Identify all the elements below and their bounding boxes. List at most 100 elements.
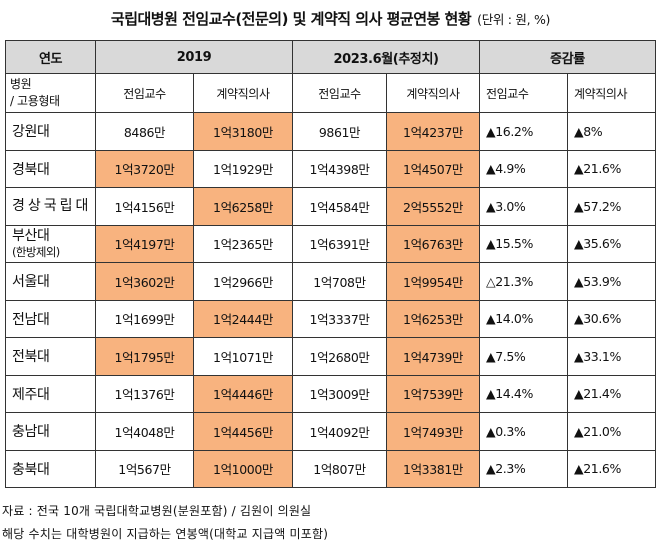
table-row: 경북대 1억3720만 1억1929만 1억4398만 1억4507만 ▲4.9% ▲21.… [5,149,656,188]
contract-2019-cell: 1억1000만 [193,449,293,488]
prof-2023-header: 전임교수 [292,73,387,113]
contract-2019-cell: 1억6258만 [193,187,293,226]
title-unit: (단위 : 원, %) [477,11,551,27]
hospital-name-cell: 전북대 [5,337,96,376]
prof-change-cell: ▲14.4% [479,374,568,413]
contract-2019-header: 계약직의사 [193,73,293,113]
contract-2019-cell: 1억4446만 [193,374,293,413]
contract-2023-cell: 1억4739만 [386,337,480,376]
table-row: 충남대 1억4048만 1억4456만 1억4092만 1억7493만 ▲0.3% ▲21.… [5,412,656,451]
prof-2023-cell: 1억807만 [292,449,387,488]
amount-note: 해당 수치는 대학병원이 지급하는 연봉액(대학교 지급액 미포함) [2,527,329,541]
prof-2019-cell: 8486만 [95,112,194,151]
change-header: 증감률 [479,40,656,74]
prof-2019-cell: 1억1795만 [95,337,194,376]
hospital-name-cell: 부산대 (한방제외) [5,224,96,263]
prof-change-cell: ▲4.9% [479,149,568,188]
period-2023-header: 2023.6월(추정치) [292,40,480,74]
table-row: 전북대 1억1795만 1억1071만 1억2680만 1억4739만 ▲7.5% ▲33.… [5,337,656,376]
contract-change-cell: ▲21.6% [567,449,656,488]
hospital-name-cell: 전남대 [5,299,96,338]
prof-change-header: 전임교수 [479,73,568,113]
contract-change-cell: ▲53.9% [567,262,656,301]
prof-2023-cell: 1억3009만 [292,374,387,413]
contract-2023-cell: 1억6253만 [386,299,480,338]
table-row: 경상국립대 1억4156만 1억6258만 1억4584만 2억5552만 ▲3.0% ▲5… [5,187,656,226]
salary-table: 연도 2019 2023.6월(추정치) 증감률 병원 / 고용형태 전임교수 … [5,40,656,488]
contract-change-cell: ▲8% [567,112,656,151]
contract-2019-cell: 1억1929만 [193,149,293,188]
contract-2023-cell: 1억7493만 [386,412,480,451]
contract-2019-cell: 1억3180만 [193,112,293,151]
prof-change-cell: ▲14.0% [479,299,568,338]
period-2019-header: 2019 [95,40,293,74]
prof-2023-cell: 9861만 [292,112,387,151]
hospital-sub-label: (한방제외) [12,244,60,259]
hospital-name: 서울대 [12,274,50,291]
contract-2023-cell: 1억6763만 [386,224,480,263]
prof-2019-header: 전임교수 [95,73,194,113]
hospital-name: 전남대 [12,311,50,328]
hospital-name: 강원대 [12,124,50,141]
source-note: 자료 : 전국 10개 국립대학교병원(분원포함) / 김원이 의원실 [2,504,312,518]
prof-2019-cell: 1억3602만 [95,262,194,301]
prof-2023-cell: 1억4584만 [292,187,387,226]
prof-2019-cell: 1억4156만 [95,187,194,226]
contract-2023-cell: 1억3381만 [386,449,480,488]
header-row-types: 병원 / 고용형태 전임교수 계약직의사 전임교수 계약직의사 전임교수 계약직… [5,73,656,113]
contract-2019-cell: 1억1071만 [193,337,293,376]
contract-2019-cell: 1억2444만 [193,299,293,338]
contract-2023-cell: 1억9954만 [386,262,480,301]
prof-2019-cell: 1억4197만 [95,224,194,263]
prof-2023-cell: 1억4092만 [292,412,387,451]
table-body: 강원대 8486만 1억3180만 9861만 1억4237만 ▲16.2% ▲8% 경북대 1… [5,112,656,488]
prof-2023-cell: 1억708만 [292,262,387,301]
contract-change-cell: ▲57.2% [567,187,656,226]
hospital-name-cell: 경북대 [5,149,96,188]
prof-2019-cell: 1억4048만 [95,412,194,451]
year-header: 연도 [5,40,96,74]
contract-2019-cell: 1억2966만 [193,262,293,301]
hospital-header-line1: 병원 [10,77,32,91]
prof-2019-cell: 1억1376만 [95,374,194,413]
prof-change-cell: ▲2.3% [479,449,568,488]
contract-change-header: 계약직의사 [567,73,656,113]
table-row: 서울대 1억3602만 1억2966만 1억708만 1억9954만 △21.3% ▲53.… [5,262,656,301]
hospital-name: 충남대 [12,424,50,441]
hospital-name-cell: 제주대 [5,374,96,413]
prof-change-cell: ▲0.3% [479,412,568,451]
table-row: 충북대 1억567만 1억1000만 1억807만 1억3381만 ▲2.3% ▲21.6% [5,449,656,488]
prof-change-cell: △21.3% [479,262,568,301]
contract-2023-header: 계약직의사 [386,73,480,113]
prof-change-cell: ▲3.0% [479,187,568,226]
table-row: 강원대 8486만 1억3180만 9861만 1억4237만 ▲16.2% ▲8% [5,112,656,151]
prof-2023-cell: 1억2680만 [292,337,387,376]
prof-change-cell: ▲7.5% [479,337,568,376]
table-title: 국립대병원 전임교수(전문의) 및 계약직 의사 평균연봉 현황 (단위 : 원… [0,0,661,36]
table-row: 부산대 (한방제외) 1억4197만 1억2365만 1억6391만 1억6763만 ▲15… [5,224,656,263]
hospital-name: 경상국립대 [12,197,92,214]
hospital-name-cell: 충북대 [5,449,96,488]
hospital-name-cell: 충남대 [5,412,96,451]
contract-change-cell: ▲21.4% [567,374,656,413]
hospital-type-header: 병원 / 고용형태 [5,73,96,113]
contract-2019-cell: 1억2365만 [193,224,293,263]
table-row: 제주대 1억1376만 1억4446만 1억3009만 1억7539만 ▲14.4% ▲21… [5,374,656,413]
hospital-name: 경북대 [12,161,50,178]
table-row: 전남대 1억1699만 1억2444만 1억3337만 1억6253만 ▲14.0% ▲30… [5,299,656,338]
prof-2023-cell: 1억4398만 [292,149,387,188]
hospital-name-cell: 경상국립대 [5,187,96,226]
contract-2023-cell: 1억7539만 [386,374,480,413]
contract-change-cell: ▲21.6% [567,149,656,188]
prof-2019-cell: 1억1699만 [95,299,194,338]
hospital-name: 제주대 [12,386,50,403]
prof-change-cell: ▲15.5% [479,224,568,263]
contract-2023-cell: 1억4237만 [386,112,480,151]
hospital-name: 부산대 [12,227,50,244]
prof-2023-cell: 1억6391만 [292,224,387,263]
contract-change-cell: ▲30.6% [567,299,656,338]
contract-change-cell: ▲33.1% [567,337,656,376]
contract-2023-cell: 1억4507만 [386,149,480,188]
hospital-name: 전북대 [12,349,50,366]
contract-change-cell: ▲35.6% [567,224,656,263]
